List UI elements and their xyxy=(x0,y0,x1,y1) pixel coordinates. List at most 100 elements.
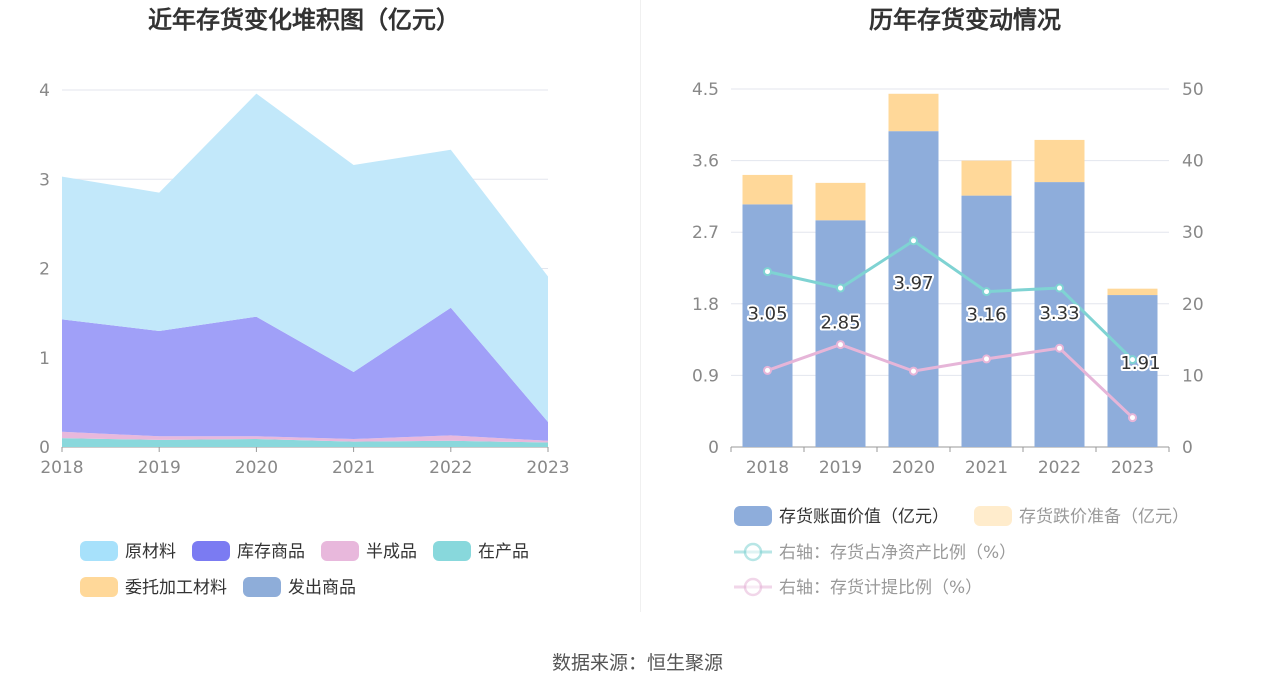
right-x-tick-label: 2023 xyxy=(1111,458,1154,478)
right-x-tick-label: 2019 xyxy=(819,458,862,478)
bar-value-label: 2.85 xyxy=(820,312,860,333)
right-y-tick-label: 4.5 xyxy=(692,80,719,100)
left-x-tick-label: 2022 xyxy=(429,458,472,478)
right-legend[interactable]: 存货账面价值（亿元） 存货跌价准备（亿元）右轴：存货占净资产比例（%） 右轴：存货计… xyxy=(734,506,1189,598)
right-y-tick-label: 0 xyxy=(708,438,719,458)
left-legend-item-发出商品[interactable]: 发出商品 xyxy=(243,577,356,598)
left-legend-label: 半成品 xyxy=(366,542,417,562)
bar-value-label-halo: 3.05 xyxy=(747,303,787,324)
right-legend-item-右轴：存货计提比例（%）[interactable]: 右轴：存货计提比例（%） xyxy=(734,577,982,598)
bar-value-label-halo: 2.85 xyxy=(820,312,860,333)
line-右轴：存货占净资产比例（%） xyxy=(767,238,1134,361)
left-y-tick-label: 2 xyxy=(39,260,50,280)
right-y2-tick-label: 0 xyxy=(1182,438,1193,458)
left-legend-item-半成品[interactable]: 半成品 xyxy=(321,541,417,562)
right-legend-marker-swatch xyxy=(743,542,763,562)
bar-value-label-halo: 3.97 xyxy=(893,273,933,294)
right-y2-tick-label: 30 xyxy=(1182,223,1204,243)
right-legend-swatch xyxy=(734,506,772,526)
bar-存货账面价值（亿元）-2018 xyxy=(742,204,793,447)
right-legend-item-存货跌价准备（亿元）[interactable]: 存货跌价准备（亿元） xyxy=(974,506,1189,527)
left-chart: 近年存货变化堆积图（亿元） 0 1 2 3 4 2018 2019 2020 2021 2022 2… xyxy=(39,6,569,598)
left-x-tick-label: 2019 xyxy=(138,458,181,478)
line-point-右轴：存货计提比例（%） xyxy=(1055,343,1064,353)
left-axis: 0 1 2 3 4 2018 2019 2020 2021 2022 2023 xyxy=(39,81,569,478)
area-库存商品 xyxy=(62,307,548,441)
line-point-右轴：存货占净资产比例（%） xyxy=(836,283,845,293)
bar-value-label: 3.05 xyxy=(747,303,787,324)
right-legend-label: 右轴：存货占净资产比例（%） xyxy=(779,543,1016,563)
left-legend-item-委托加工材料[interactable]: 委托加工材料 xyxy=(80,577,227,598)
line-右轴：存货计提比例（%） xyxy=(767,343,1134,419)
line-point-右轴：存货计提比例（%） xyxy=(909,366,918,376)
left-y-tick-label: 0 xyxy=(39,438,50,458)
left-legend-swatch xyxy=(80,577,118,597)
line-point-右轴：存货占净资产比例（%） xyxy=(1055,283,1064,293)
source-text: 数据来源：恒生聚源 xyxy=(551,652,723,674)
right-legend-label: 存货账面价值（亿元） xyxy=(779,507,949,527)
right-chart-title: 历年存货变动情况 xyxy=(869,6,1061,34)
left-y-tick-label: 3 xyxy=(39,170,50,190)
line-point-右轴：存货占净资产比例（%） xyxy=(763,267,772,277)
bar-存货跌价准备（亿元）-2021 xyxy=(961,160,1012,196)
bar-存货账面价值（亿元）-2022 xyxy=(1034,182,1085,447)
left-y-tick-label: 1 xyxy=(39,349,50,369)
left-x-tick-label: 2021 xyxy=(332,458,375,478)
left-chart-title: 近年存货变化堆积图（亿元） xyxy=(148,6,460,34)
area-原材料 xyxy=(62,93,548,422)
left-legend-item-原材料[interactable]: 原材料 xyxy=(80,541,176,562)
right-x-tick-label: 2022 xyxy=(1038,458,1081,478)
left-legend-swatch xyxy=(192,541,230,561)
bar-value-label-halo: 1.91 xyxy=(1120,353,1160,374)
right-bars xyxy=(742,93,1158,448)
area-半成品 xyxy=(62,431,548,443)
line-point-右轴：存货占净资产比例（%） xyxy=(909,236,918,246)
bar-存货跌价准备（亿元）-2018 xyxy=(742,174,793,205)
bar-存货账面价值（亿元）-2020 xyxy=(888,131,939,448)
right-legend-item-存货账面价值（亿元）[interactable]: 存货账面价值（亿元） xyxy=(734,506,949,527)
right-y-tick-label: 0.9 xyxy=(692,366,719,386)
bar-value-label-halo: 3.33 xyxy=(1039,303,1079,324)
left-x-tick-label: 2023 xyxy=(526,458,569,478)
bar-存货跌价准备（亿元）-2020 xyxy=(888,93,939,132)
right-x-tick-label: 2018 xyxy=(746,458,789,478)
left-legend-label: 库存商品 xyxy=(237,542,305,562)
bar-value-label: 3.33 xyxy=(1039,303,1079,324)
right-y2-tick-label: 10 xyxy=(1182,366,1204,386)
right-legend-label: 存货跌价准备（亿元） xyxy=(1019,507,1189,527)
bar-value-label: 3.16 xyxy=(966,305,1006,326)
left-legend-swatch xyxy=(433,541,471,561)
bar-value-label: 3.97 xyxy=(893,273,933,294)
bar-value-label: 1.91 xyxy=(1120,353,1160,374)
right-legend-item-右轴：存货占净资产比例（%）[interactable]: 右轴：存货占净资产比例（%） xyxy=(734,542,1016,563)
left-legend-label: 原材料 xyxy=(125,542,176,562)
right-labels: 3.053.05 2.852.853.973.973.163.16 3.333.33… xyxy=(745,271,1162,376)
bar-存货账面价值（亿元）-2019 xyxy=(815,220,866,447)
right-y2-tick-label: 50 xyxy=(1182,80,1204,100)
right-x-tick-label: 2020 xyxy=(892,458,935,478)
left-legend-item-在产品[interactable]: 在产品 xyxy=(433,541,529,562)
left-legend-label: 委托加工材料 xyxy=(125,578,227,598)
left-legend-label: 在产品 xyxy=(478,542,529,562)
right-y-tick-label: 1.8 xyxy=(692,295,719,315)
line-point-右轴：存货计提比例（%） xyxy=(1128,413,1137,423)
left-legend-label: 发出商品 xyxy=(288,578,356,598)
left-legend-item-库存商品[interactable]: 库存商品 xyxy=(192,541,305,562)
bar-存货跌价准备（亿元）-2022 xyxy=(1034,139,1085,183)
left-legend-swatch xyxy=(321,541,359,561)
right-y2-tick-label: 20 xyxy=(1182,295,1204,315)
line-point-右轴：存货占净资产比例（%） xyxy=(1128,355,1137,365)
bar-存货账面价值（亿元）-2021 xyxy=(961,195,1012,447)
right-legend-marker-swatch xyxy=(743,577,763,597)
right-lines xyxy=(763,236,1137,423)
left-x-tick-label: 2018 xyxy=(40,458,83,478)
line-point-右轴：存货计提比例（%） xyxy=(836,340,845,350)
panel-divider xyxy=(640,0,641,612)
line-point-右轴：存货计提比例（%） xyxy=(763,365,772,375)
right-legend-label: 右轴：存货计提比例（%） xyxy=(779,578,982,598)
right-y-tick-label: 3.6 xyxy=(692,152,719,172)
bar-value-label-halo: 3.16 xyxy=(966,305,1006,326)
right-chart: 历年存货变动情况 3.053.05 2.852.853.973.973.163.1… xyxy=(692,6,1204,598)
